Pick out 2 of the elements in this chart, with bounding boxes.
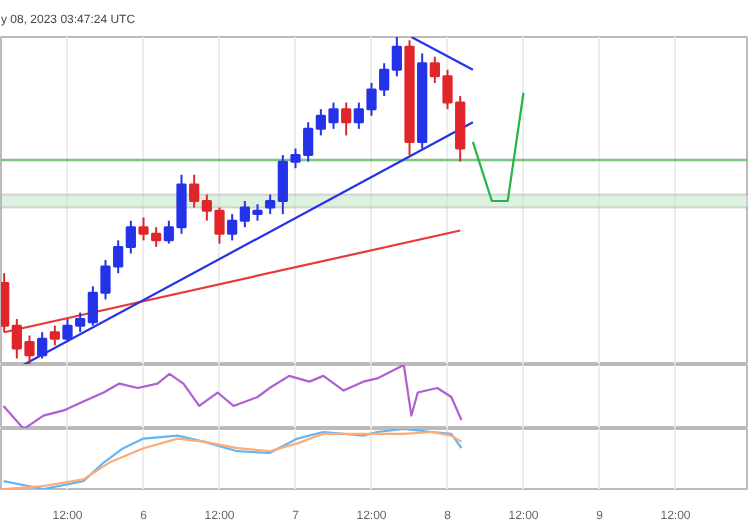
candlestick [341,101,352,137]
candlestick [49,324,60,347]
